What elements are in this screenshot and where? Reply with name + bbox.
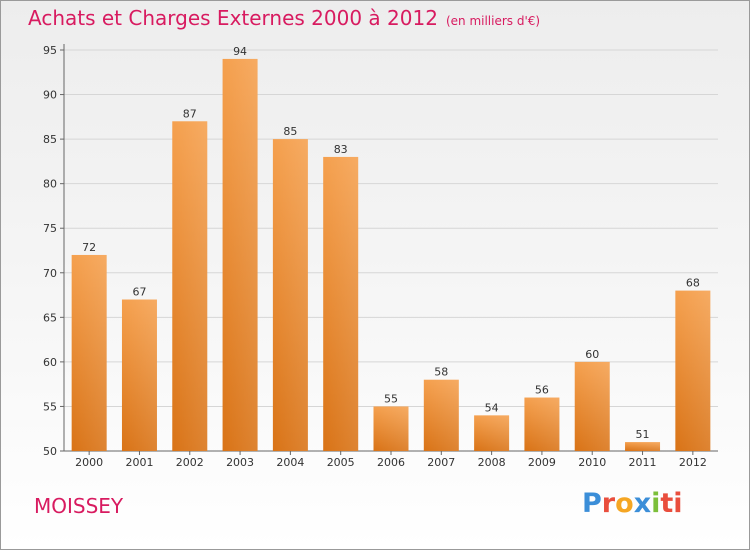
chart-subtitle: (en milliers d'€) bbox=[445, 14, 541, 28]
bar-highlight bbox=[222, 58, 258, 452]
y-tick-label: 60 bbox=[43, 356, 57, 369]
bars bbox=[71, 58, 711, 452]
x-tick-label: 2012 bbox=[679, 456, 707, 469]
y-tick-label: 50 bbox=[43, 445, 57, 458]
proxiti-logo: Proxiti bbox=[582, 488, 683, 519]
bar-highlight bbox=[121, 299, 157, 451]
y-tick-label: 85 bbox=[43, 133, 57, 146]
logo-letter: x bbox=[633, 488, 652, 519]
bar-highlight bbox=[574, 361, 610, 451]
logo-letter: ti bbox=[660, 488, 683, 519]
y-tick-label: 80 bbox=[43, 178, 57, 191]
town-name: MOISSEY bbox=[34, 494, 124, 518]
x-tick-label: 2010 bbox=[578, 456, 606, 469]
y-tick-label: 90 bbox=[43, 89, 57, 102]
y-tick-label: 75 bbox=[43, 222, 57, 235]
chart-title-text: Achats et Charges Externes 2000 à 2012 bbox=[28, 6, 438, 30]
data-label: 67 bbox=[132, 286, 146, 299]
x-tick-label: 2004 bbox=[276, 456, 304, 469]
labels: 50 55 60 65 70 75 80 85 90 95 72 2000 67 2001 87 2002 94… bbox=[43, 44, 707, 469]
data-label: 94 bbox=[233, 45, 247, 58]
grid-lines bbox=[64, 49, 718, 452]
logo-letter: i bbox=[651, 488, 661, 519]
y-tick-label: 95 bbox=[43, 44, 57, 57]
chart-title: Achats et Charges Externes 2000 à 2012 (e… bbox=[28, 6, 540, 30]
x-tick-label: 2003 bbox=[226, 456, 254, 469]
logo-letter: r bbox=[601, 488, 616, 519]
data-label: 85 bbox=[283, 125, 297, 138]
bar-highlight bbox=[524, 397, 560, 451]
x-tick-label: 2000 bbox=[75, 456, 103, 469]
y-tick-label: 55 bbox=[43, 400, 57, 413]
x-tick-label: 2007 bbox=[427, 456, 455, 469]
data-label: 54 bbox=[485, 401, 499, 414]
bar-highlight bbox=[625, 442, 661, 451]
x-tick-label: 2001 bbox=[125, 456, 153, 469]
data-label: 83 bbox=[334, 143, 348, 156]
data-label: 55 bbox=[384, 392, 398, 405]
logo-letter: P bbox=[582, 488, 602, 519]
data-label: 68 bbox=[686, 277, 700, 290]
data-label: 51 bbox=[636, 428, 650, 441]
x-tick-label: 2009 bbox=[528, 456, 556, 469]
bar-highlight bbox=[172, 121, 208, 452]
x-tick-label: 2008 bbox=[478, 456, 506, 469]
data-label: 56 bbox=[535, 384, 549, 397]
y-tick-label: 65 bbox=[43, 311, 57, 324]
bar-highlight bbox=[423, 379, 459, 451]
data-label: 60 bbox=[585, 348, 599, 361]
y-tick-label: 70 bbox=[43, 267, 57, 280]
x-tick-label: 2005 bbox=[327, 456, 355, 469]
bar-highlight bbox=[323, 156, 359, 451]
x-tick-label: 2011 bbox=[629, 456, 657, 469]
x-tick-label: 2006 bbox=[377, 456, 405, 469]
logo-letter: o bbox=[615, 488, 634, 519]
bar-highlight bbox=[71, 254, 107, 451]
x-tick-label: 2002 bbox=[176, 456, 204, 469]
data-label: 72 bbox=[82, 241, 96, 254]
bar-highlight bbox=[675, 290, 711, 451]
bar-highlight bbox=[272, 139, 308, 451]
data-label: 87 bbox=[183, 107, 197, 120]
data-label: 58 bbox=[434, 366, 448, 379]
bar-highlight bbox=[373, 406, 409, 451]
bar-highlight bbox=[474, 415, 510, 451]
